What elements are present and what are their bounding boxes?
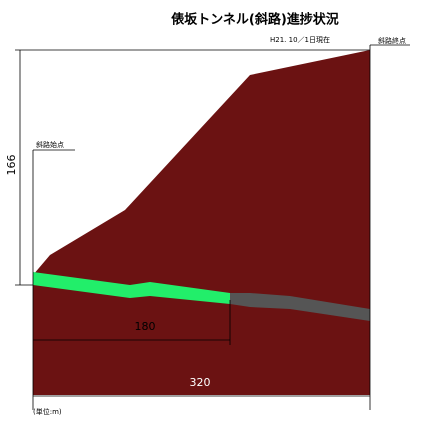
height-label: 166 [5,155,18,176]
start-label: 斜路始点 [36,140,64,149]
end-label: 斜路終点 [378,36,406,45]
total-label: 320 [190,376,211,389]
excavated-section [33,272,230,304]
done-label: 180 [135,320,156,333]
date: H21. 10／1日現在 [270,35,330,44]
mountain [33,50,370,395]
remaining-section [230,293,370,321]
title: 俵坂トンネル(斜路)進捗状況 [170,12,339,28]
unit: (単位:m) [33,407,62,416]
